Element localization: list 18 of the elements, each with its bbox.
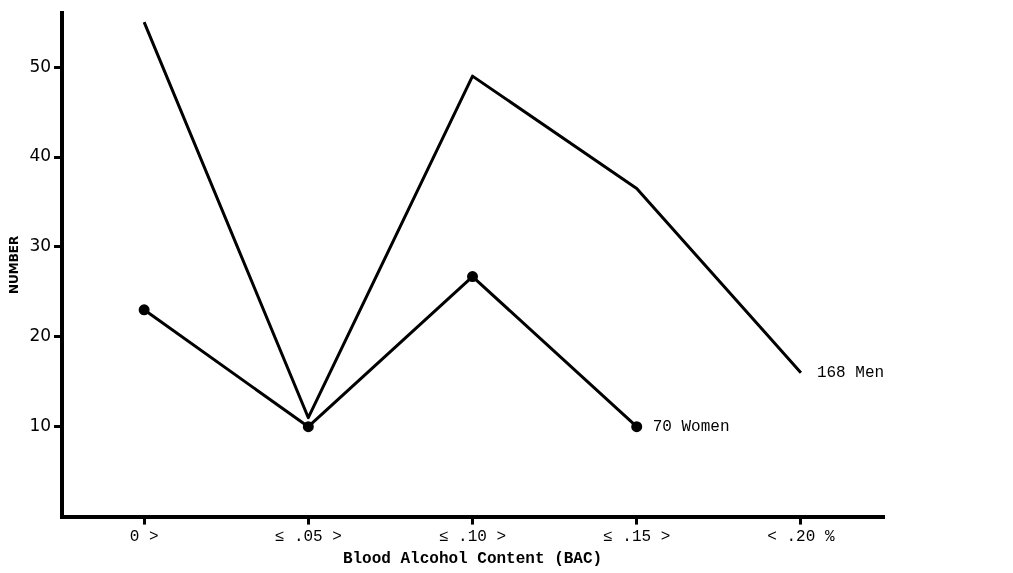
series-label: 70 Women — [652, 417, 730, 436]
y-tick-label: 30 — [29, 235, 52, 256]
point — [302, 421, 314, 433]
point — [631, 421, 643, 433]
series-label: 168 Men — [816, 364, 885, 383]
y-tick-label: 50 — [29, 55, 52, 76]
y-tick-label: 40 — [29, 145, 52, 166]
x-tick-label: 0 > — [129, 528, 159, 547]
x-tick-label: ≤ .10 > — [438, 528, 507, 547]
point — [467, 271, 479, 283]
x-tick-label: ≤ .05 > — [274, 528, 342, 547]
x-axis-title: Blood Alcohol Content (BAC) — [342, 550, 603, 569]
point — [138, 304, 150, 316]
x-tick-label: < .20 % — [767, 528, 835, 547]
x-tick-label: ≤ .15 > — [603, 528, 671, 547]
y-tick-label: 20 — [29, 325, 52, 346]
y-tick-label: 10 — [29, 415, 52, 436]
y-axis-title: NUMBER — [7, 235, 22, 295]
